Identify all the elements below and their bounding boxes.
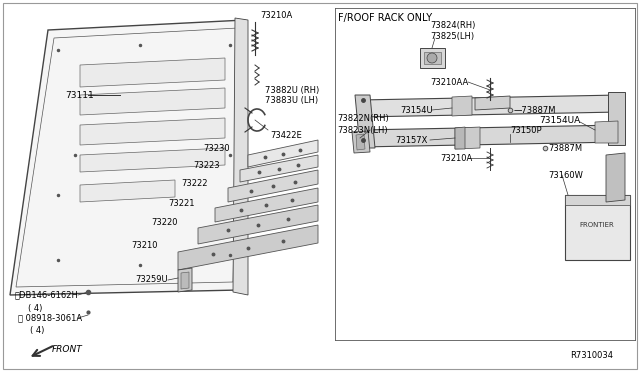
Polygon shape bbox=[606, 153, 625, 202]
Text: 73824(RH): 73824(RH) bbox=[430, 20, 476, 29]
Polygon shape bbox=[565, 195, 630, 205]
Polygon shape bbox=[475, 96, 510, 110]
Text: R7310034: R7310034 bbox=[570, 350, 613, 359]
Polygon shape bbox=[360, 95, 620, 117]
Text: 73230: 73230 bbox=[204, 144, 230, 153]
Text: 73221: 73221 bbox=[168, 199, 195, 208]
Text: 73210A: 73210A bbox=[440, 154, 472, 163]
Text: 73222: 73222 bbox=[182, 179, 208, 187]
Polygon shape bbox=[80, 148, 225, 172]
Text: F/ROOF RACK ONLY: F/ROOF RACK ONLY bbox=[338, 13, 432, 23]
Text: ( 4): ( 4) bbox=[30, 326, 44, 334]
Text: 73822N(RH): 73822N(RH) bbox=[337, 113, 388, 122]
Text: 73882U (RH): 73882U (RH) bbox=[265, 86, 319, 94]
Text: FRONT: FRONT bbox=[52, 346, 83, 355]
Polygon shape bbox=[356, 134, 365, 150]
Polygon shape bbox=[424, 52, 441, 64]
Text: 73157X: 73157X bbox=[395, 135, 428, 144]
Polygon shape bbox=[352, 131, 370, 153]
Text: 73210AA: 73210AA bbox=[430, 77, 468, 87]
Text: 73223: 73223 bbox=[193, 160, 220, 170]
Polygon shape bbox=[455, 127, 480, 149]
Polygon shape bbox=[228, 170, 318, 202]
Text: 73887M: 73887M bbox=[548, 144, 582, 153]
Polygon shape bbox=[80, 88, 225, 115]
Polygon shape bbox=[608, 92, 625, 145]
Text: 73210: 73210 bbox=[131, 241, 158, 250]
Polygon shape bbox=[355, 95, 375, 148]
Polygon shape bbox=[565, 195, 630, 260]
Text: ( 4): ( 4) bbox=[28, 304, 42, 312]
Text: 73422E: 73422E bbox=[270, 131, 301, 140]
Polygon shape bbox=[178, 268, 192, 292]
Text: —73887M: —73887M bbox=[514, 106, 557, 115]
Polygon shape bbox=[181, 272, 189, 289]
Polygon shape bbox=[198, 205, 318, 244]
Text: FRONTIER: FRONTIER bbox=[580, 222, 614, 228]
Text: 73823N(LH): 73823N(LH) bbox=[337, 125, 388, 135]
Text: 73154UA: 73154UA bbox=[539, 115, 580, 125]
Polygon shape bbox=[360, 125, 620, 147]
Polygon shape bbox=[452, 96, 472, 116]
Text: 73220: 73220 bbox=[152, 218, 178, 227]
Polygon shape bbox=[420, 48, 445, 68]
Text: 73883U (LH): 73883U (LH) bbox=[265, 96, 318, 105]
Text: ⒷDB146-6162H: ⒷDB146-6162H bbox=[15, 291, 79, 299]
Text: 73150P: 73150P bbox=[510, 125, 541, 135]
Text: 73111: 73111 bbox=[65, 90, 93, 99]
Polygon shape bbox=[80, 180, 175, 202]
Polygon shape bbox=[248, 140, 318, 167]
Polygon shape bbox=[10, 20, 245, 295]
Polygon shape bbox=[80, 118, 225, 145]
Text: Ⓝ 08918-3061A: Ⓝ 08918-3061A bbox=[18, 314, 82, 323]
Polygon shape bbox=[215, 188, 318, 222]
Text: 73160W: 73160W bbox=[548, 170, 583, 180]
Polygon shape bbox=[455, 127, 465, 149]
Polygon shape bbox=[595, 121, 618, 143]
Polygon shape bbox=[178, 225, 318, 270]
Text: 73154U: 73154U bbox=[400, 106, 433, 115]
Polygon shape bbox=[80, 58, 225, 87]
Circle shape bbox=[427, 53, 437, 63]
Text: 73259U: 73259U bbox=[135, 276, 168, 285]
Polygon shape bbox=[233, 18, 248, 295]
Text: 73825(LH): 73825(LH) bbox=[430, 32, 474, 41]
Text: 73210A: 73210A bbox=[260, 10, 292, 19]
Polygon shape bbox=[240, 155, 318, 182]
